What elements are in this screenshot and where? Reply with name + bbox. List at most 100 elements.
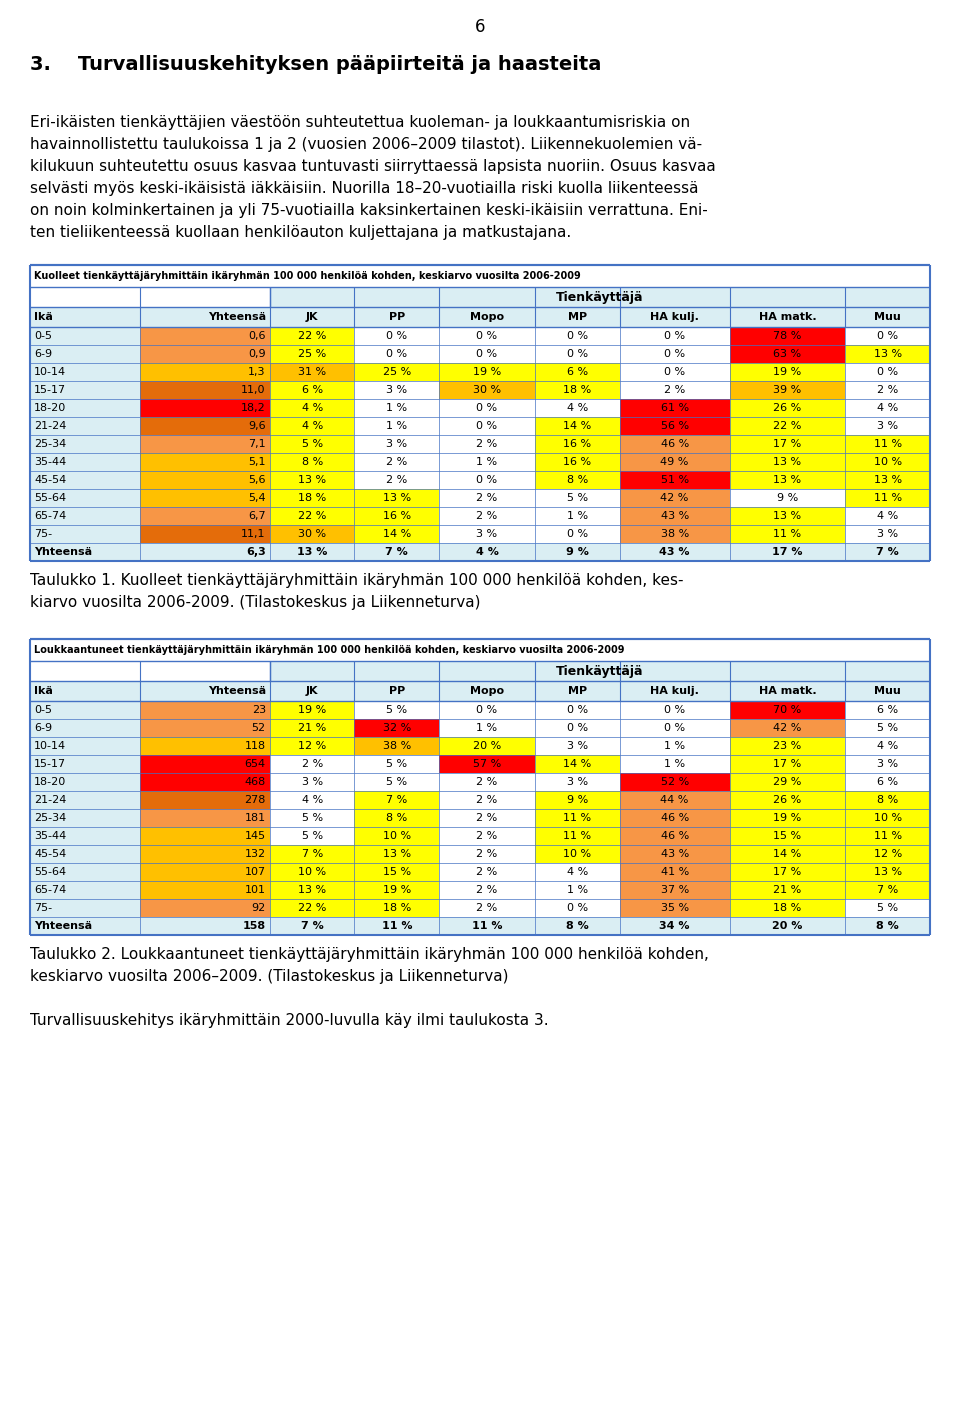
Text: 5 %: 5 % [877,903,899,913]
Bar [619,773,730,791]
Text: 14 %: 14 % [564,421,591,431]
Text: 19 %: 19 % [298,704,326,714]
Bar [619,846,730,863]
Bar [730,917,846,935]
Bar [140,754,270,773]
Text: 2 %: 2 % [476,848,497,858]
Bar [535,791,619,809]
Text: 3 %: 3 % [877,421,899,431]
Text: 11 %: 11 % [874,831,901,841]
Text: 6: 6 [475,19,485,36]
Text: 10-14: 10-14 [34,742,66,752]
Bar [535,827,619,846]
Bar [30,471,140,489]
Text: JK: JK [306,686,319,696]
Bar [354,416,439,435]
Bar [30,863,140,881]
Bar [354,364,439,381]
Bar [140,846,270,863]
Text: 22 %: 22 % [298,511,326,520]
Text: 0 %: 0 % [476,421,497,431]
Text: 23: 23 [252,704,266,714]
Bar [846,773,930,791]
Bar [535,702,619,719]
Text: 21 %: 21 % [298,723,326,733]
Text: 16 %: 16 % [383,511,411,520]
Bar [619,416,730,435]
Bar [535,737,619,754]
Text: 132: 132 [245,848,266,858]
Text: 8 %: 8 % [877,796,899,806]
Bar [846,791,930,809]
Text: Muu: Muu [875,312,901,322]
Bar [535,809,619,827]
Bar [140,453,270,471]
Text: 11 %: 11 % [774,529,802,539]
Text: 17 %: 17 % [774,759,802,769]
Text: Taulukko 2. Loukkaantuneet tienkäyttäjäryhmittäin ikäryhmän 100 000 henkilöä koh: Taulukko 2. Loukkaantuneet tienkäyttäjär… [30,947,708,963]
Bar [140,525,270,543]
Bar [846,737,930,754]
Bar [30,898,140,917]
Bar [270,881,354,898]
Bar [535,508,619,525]
Text: 9 %: 9 % [566,796,588,806]
Text: 158: 158 [243,921,266,931]
Text: 55-64: 55-64 [34,867,66,877]
Text: 10 %: 10 % [298,867,326,877]
Text: 5,6: 5,6 [249,475,266,485]
Text: 0 %: 0 % [664,349,685,359]
Text: havainnollistettu taulukoissa 1 ja 2 (vuosien 2006–2009 tilastot). Liikennekuole: havainnollistettu taulukoissa 1 ja 2 (vu… [30,137,702,153]
Bar [846,381,930,399]
Bar [270,416,354,435]
Text: 13 %: 13 % [874,867,901,877]
Text: 3 %: 3 % [877,529,899,539]
Text: 65-74: 65-74 [34,886,66,896]
Bar [619,508,730,525]
Bar [535,846,619,863]
Text: 6 %: 6 % [566,366,588,376]
Text: 22 %: 22 % [298,331,326,341]
Text: 13 %: 13 % [298,886,326,896]
Bar [270,345,354,364]
Bar [535,898,619,917]
Text: 2 %: 2 % [476,439,497,449]
Text: 5 %: 5 % [301,813,323,823]
Bar [439,453,535,471]
Text: 18 %: 18 % [298,493,326,503]
Bar [270,809,354,827]
Bar [439,754,535,773]
Bar [730,846,846,863]
Bar [270,719,354,737]
Bar [535,863,619,881]
Text: 4 %: 4 % [877,742,899,752]
Text: 0 %: 0 % [476,475,497,485]
Bar [140,773,270,791]
Bar [619,809,730,827]
Text: 34 %: 34 % [660,921,690,931]
Text: 43 %: 43 % [660,848,688,858]
Bar [270,846,354,863]
Text: 11 %: 11 % [471,921,502,931]
Bar [30,702,140,719]
Bar [535,364,619,381]
Bar [846,881,930,898]
Bar [730,881,846,898]
Text: 2 %: 2 % [301,759,323,769]
Bar [730,453,846,471]
Text: 15 %: 15 % [383,867,411,877]
Text: 22 %: 22 % [774,421,802,431]
Bar [270,543,354,560]
Text: 42 %: 42 % [774,723,802,733]
Bar [730,471,846,489]
Text: 0 %: 0 % [476,349,497,359]
Text: 5 %: 5 % [386,777,407,787]
Text: Tienkäyttäjä: Tienkäyttäjä [556,665,643,677]
Text: 2 %: 2 % [877,385,899,395]
Bar [354,453,439,471]
Bar [730,754,846,773]
Text: 0 %: 0 % [664,366,685,376]
Text: 468: 468 [245,777,266,787]
Bar [730,381,846,399]
Text: 15-17: 15-17 [34,385,66,395]
